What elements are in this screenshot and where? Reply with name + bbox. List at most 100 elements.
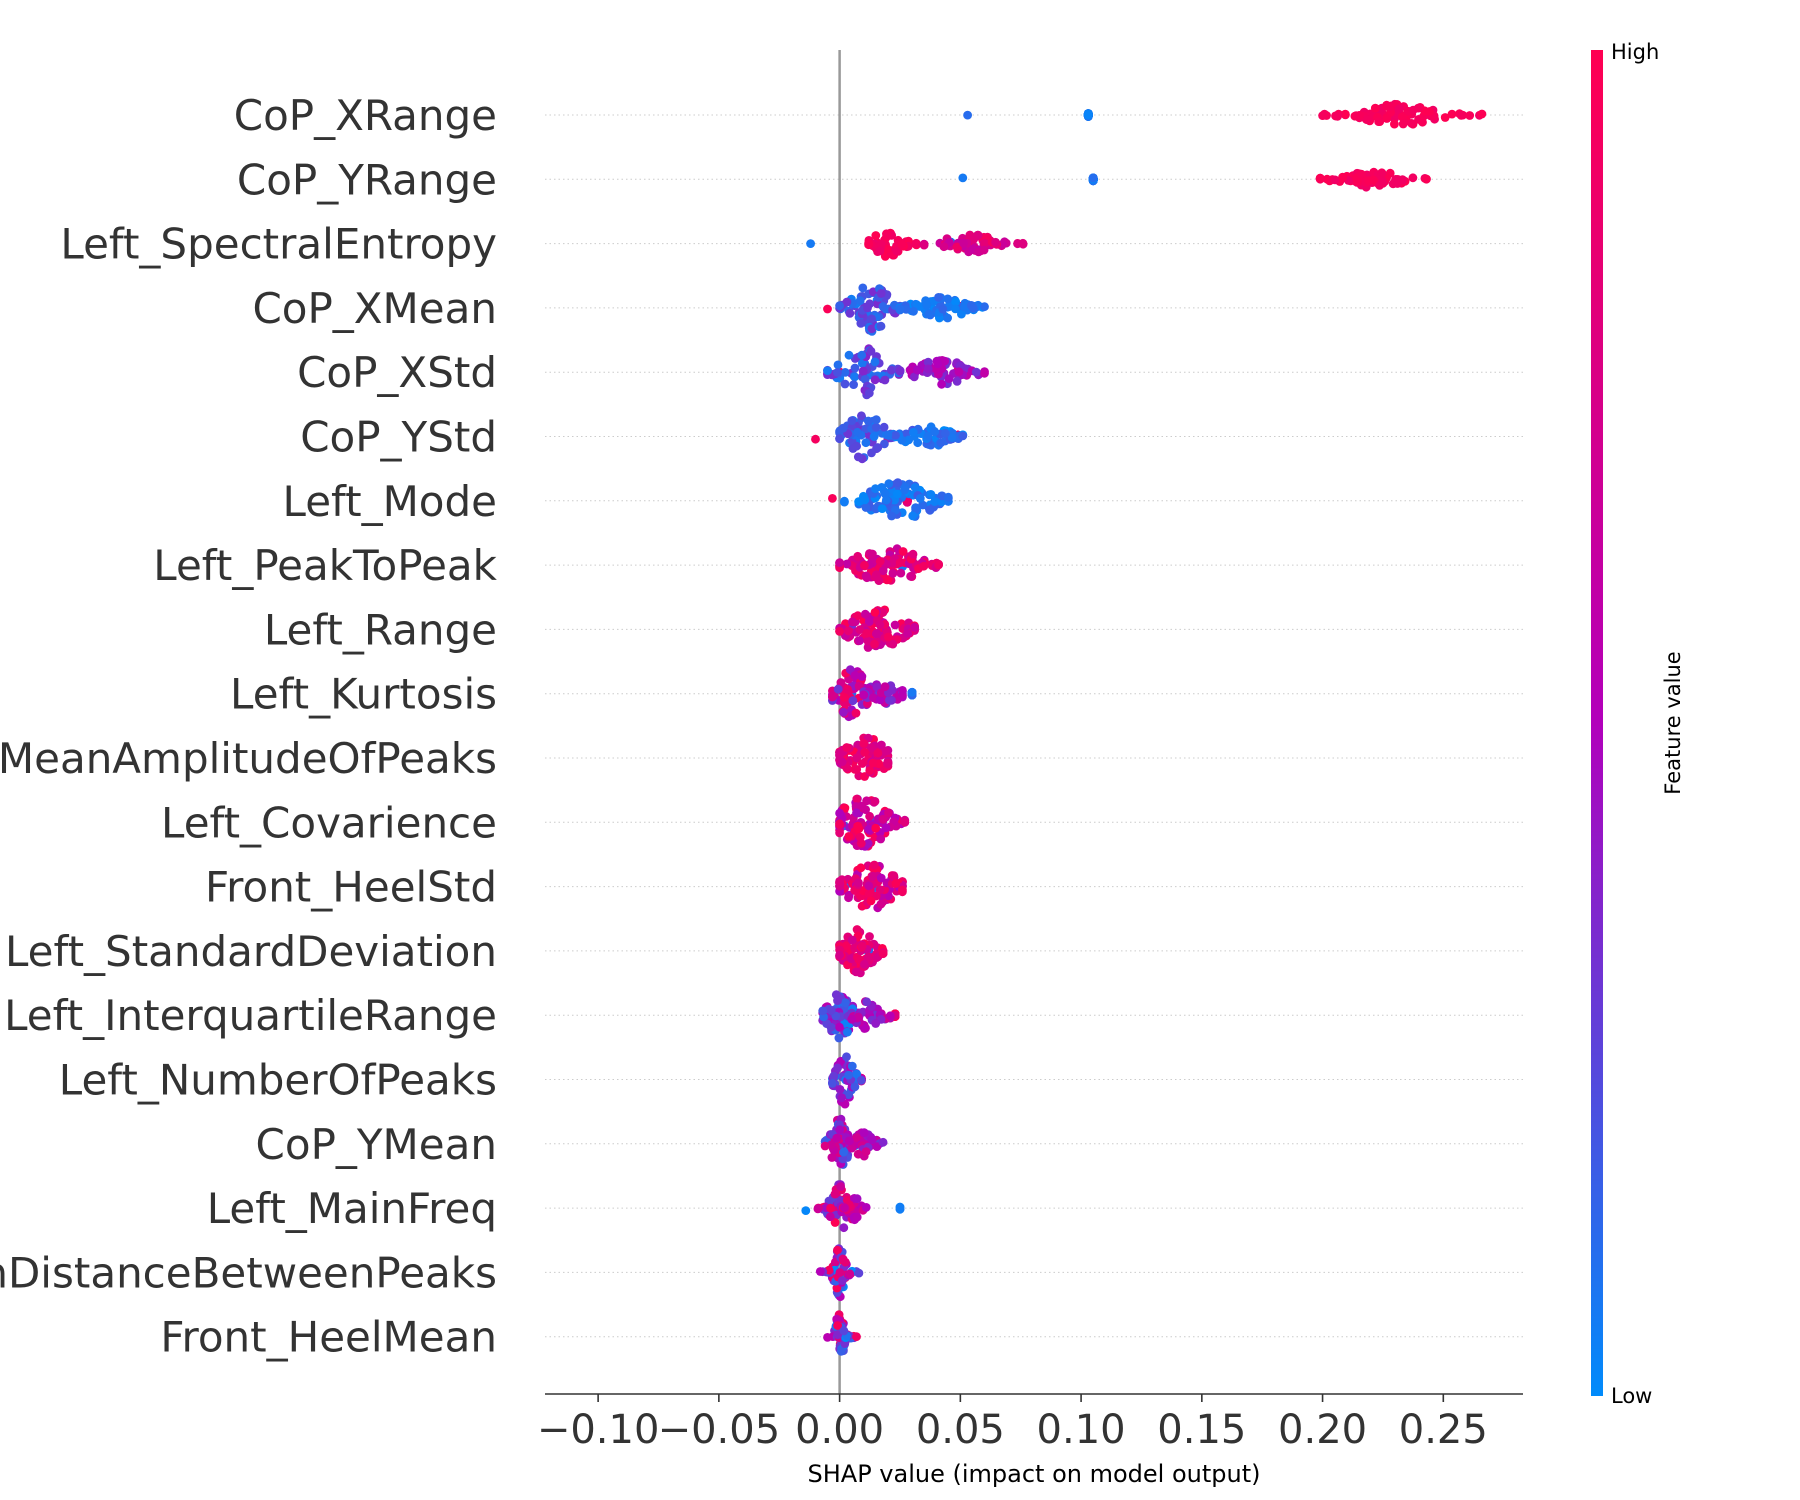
- x-axis-label: SHAP value (impact on model output): [808, 1460, 1261, 1488]
- shap-point: [895, 558, 905, 567]
- shap-point: [957, 309, 966, 319]
- x-tick-label: 0.20: [1278, 1407, 1367, 1453]
- shap-point: [842, 559, 852, 569]
- shap-point: [839, 1147, 848, 1157]
- shap-point: [845, 1269, 855, 1279]
- shap-point: [958, 173, 968, 183]
- shap-point: [911, 503, 920, 512]
- shap-point: [835, 828, 844, 838]
- shap-point: [866, 346, 876, 356]
- shap-point: [878, 949, 888, 959]
- shap-point: [834, 1033, 844, 1043]
- shap-point: [837, 757, 847, 767]
- shap-point: [1440, 113, 1450, 122]
- shap-point: [890, 620, 900, 630]
- shap-point: [833, 1063, 842, 1073]
- feature-row-points: [828, 1052, 866, 1109]
- shap-point: [1465, 111, 1475, 120]
- shap-point: [861, 503, 871, 512]
- shap-point: [863, 636, 873, 646]
- shap-point: [922, 300, 932, 310]
- shap-point: [847, 1061, 857, 1071]
- shap-point: [868, 758, 878, 768]
- shap-point: [839, 1223, 849, 1233]
- shap-point: [923, 431, 933, 441]
- shap-point: [839, 707, 848, 717]
- shap-point: [861, 805, 870, 814]
- shap-point: [971, 367, 981, 377]
- shap-point: [842, 941, 851, 950]
- shap-point: [833, 684, 843, 694]
- shap-point: [852, 1194, 862, 1204]
- shap-point: [930, 497, 940, 506]
- shap-point: [830, 1218, 840, 1227]
- x-tick-label: −0.05: [658, 1407, 781, 1453]
- shap-point: [868, 549, 877, 559]
- shap-point: [836, 1182, 845, 1191]
- shap-point: [859, 1128, 869, 1137]
- feature-label: CoP_XMean: [252, 284, 497, 333]
- feature-row-points: [806, 228, 1028, 261]
- shap-point: [933, 359, 943, 369]
- shap-point: [883, 632, 893, 642]
- shap-point: [888, 569, 898, 578]
- feature-row-points: [835, 733, 893, 781]
- shap-point: [815, 1267, 825, 1276]
- shap-point: [835, 1268, 845, 1277]
- shap-point: [857, 358, 867, 368]
- shap-point: [844, 1136, 854, 1146]
- shap-point: [898, 547, 908, 556]
- shap-point: [892, 246, 902, 256]
- shap-point: [861, 1203, 871, 1212]
- shap-point: [826, 1022, 836, 1032]
- shap-point: [806, 239, 815, 249]
- shap-point: [855, 636, 864, 645]
- feature-label: Left_StandardDeviation: [5, 927, 497, 976]
- shap-point: [850, 671, 860, 680]
- colorbar-gradient: [1591, 50, 1603, 1396]
- feature-row-points: [958, 167, 1431, 192]
- shap-point: [980, 368, 989, 378]
- x-axis: −0.10−0.05 0.00 0.05 0.10 0.15 0.20 0.25 SHAP …: [537, 1393, 1523, 1488]
- shap-point: [991, 237, 1000, 247]
- shap-point: [876, 239, 886, 249]
- shap-point: [884, 808, 893, 818]
- shap-point: [908, 427, 918, 437]
- shap-point: [833, 360, 843, 370]
- shap-point: [1477, 109, 1487, 119]
- shap-point: [878, 814, 888, 824]
- shap-point: [828, 1079, 837, 1088]
- shap-point: [857, 759, 867, 768]
- shap-point: [876, 899, 886, 909]
- shap-point: [980, 302, 989, 312]
- shap-point: [1338, 172, 1347, 182]
- feature-row-points: [835, 860, 907, 913]
- shap-point: [836, 678, 846, 687]
- shap-point: [1355, 111, 1364, 120]
- shap-point: [829, 1071, 839, 1081]
- shap-point: [859, 739, 869, 748]
- shap-point: [880, 439, 889, 449]
- shap-point: [867, 314, 876, 324]
- shap-point: [1397, 112, 1407, 122]
- feature-label: Left_NumberOfPeaks: [59, 1056, 497, 1105]
- shap-point: [888, 639, 898, 649]
- shap-point: [826, 1006, 836, 1015]
- shap-point: [853, 551, 863, 561]
- shap-point: [878, 1137, 888, 1147]
- shap-point: [871, 823, 881, 833]
- shap-point: [952, 242, 962, 252]
- shap-point: [842, 297, 852, 307]
- shap-point: [887, 511, 896, 521]
- shap-point: [878, 608, 888, 617]
- shap-point: [860, 609, 870, 619]
- shap-point: [1370, 103, 1380, 113]
- feature-row-points: [835, 544, 943, 585]
- shap-point: [858, 366, 868, 376]
- shap-point: [835, 750, 844, 760]
- shap-point: [835, 808, 844, 818]
- shap-point: [959, 238, 969, 248]
- feature-row-points: [818, 990, 900, 1043]
- shap-point: [859, 690, 869, 700]
